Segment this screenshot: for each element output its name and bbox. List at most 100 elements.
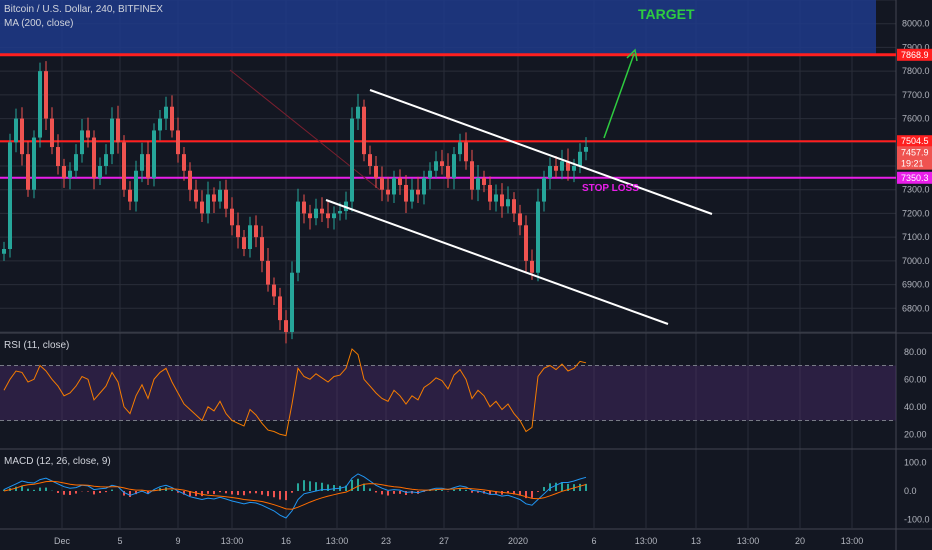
candle-body[interactable]	[446, 166, 450, 178]
candle-body[interactable]	[338, 211, 342, 214]
candle-body[interactable]	[14, 118, 18, 143]
candle-body[interactable]	[146, 154, 150, 178]
candle-body[interactable]	[554, 166, 558, 171]
candle-body[interactable]	[392, 177, 396, 195]
candle-body[interactable]	[500, 194, 504, 207]
candle-body[interactable]	[308, 213, 312, 219]
candle-body[interactable]	[512, 199, 516, 214]
candle-body[interactable]	[482, 177, 486, 185]
candle-body[interactable]	[38, 71, 42, 138]
candle-body[interactable]	[422, 177, 426, 195]
candle-body[interactable]	[314, 208, 318, 219]
candle-body[interactable]	[50, 118, 54, 148]
price-tag[interactable]	[897, 135, 932, 148]
candle-body[interactable]	[404, 184, 408, 202]
candle-body[interactable]	[134, 170, 138, 202]
candle-body[interactable]	[290, 272, 294, 332]
candle-body[interactable]	[326, 213, 330, 219]
candle-body[interactable]	[164, 106, 168, 119]
candle-body[interactable]	[26, 154, 30, 190]
candle-body[interactable]	[452, 154, 456, 178]
candle-body[interactable]	[356, 106, 360, 119]
macd-pane[interactable]	[3, 473, 587, 519]
rsi-pane[interactable]	[0, 348, 896, 437]
candle-body[interactable]	[572, 166, 576, 171]
candle-body[interactable]	[350, 118, 354, 202]
candle-body[interactable]	[578, 151, 582, 166]
candle-body[interactable]	[434, 161, 438, 171]
candle-body[interactable]	[284, 320, 288, 332]
candle-body[interactable]	[320, 208, 324, 214]
candle-body[interactable]	[110, 118, 114, 155]
candle-body[interactable]	[584, 147, 588, 152]
candle-body[interactable]	[506, 199, 510, 207]
candle-body[interactable]	[122, 142, 126, 190]
time-axis[interactable]: Dec 5 9 13:00 16 13:00 23 27 2020 6 13:00 13 13:00 20…	[54, 536, 863, 546]
candle-body[interactable]	[212, 194, 216, 202]
candle-body[interactable]	[254, 225, 258, 238]
candle-body[interactable]	[368, 154, 372, 166]
candle-body[interactable]	[560, 161, 564, 171]
candle-body[interactable]	[92, 137, 96, 178]
price-pane[interactable]: TARGET STOP LOSS	[0, 0, 896, 344]
macd-line[interactable]	[3, 473, 587, 519]
candle-body[interactable]	[74, 154, 78, 171]
candle-body[interactable]	[56, 147, 60, 166]
candle-body[interactable]	[158, 118, 162, 131]
candle-body[interactable]	[152, 130, 156, 178]
price-tag[interactable]	[897, 146, 932, 159]
candle-body[interactable]	[440, 161, 444, 166]
channel-upper-line[interactable]	[369, 89, 713, 215]
candle-body[interactable]	[536, 201, 540, 273]
candle-body[interactable]	[182, 154, 186, 171]
candle-body[interactable]	[206, 194, 210, 214]
candle-body[interactable]	[98, 166, 102, 178]
candle-body[interactable]	[542, 177, 546, 202]
candle-body[interactable]	[416, 189, 420, 195]
macd-indicator-title[interactable]: MACD (12, 26, close, 9)	[4, 456, 111, 467]
rsi-indicator-title[interactable]: RSI (11, close)	[4, 340, 70, 351]
candle-body[interactable]	[80, 130, 84, 155]
target-zone[interactable]	[0, 0, 876, 55]
candle-body[interactable]	[518, 213, 522, 226]
candle-body[interactable]	[104, 154, 108, 166]
candle-body[interactable]	[8, 142, 12, 249]
price-tag[interactable]	[897, 48, 932, 61]
candle-body[interactable]	[260, 237, 264, 261]
candle-body[interactable]	[20, 118, 24, 155]
candle-body[interactable]	[278, 296, 282, 321]
candle-body[interactable]	[230, 208, 234, 226]
candle-body[interactable]	[44, 71, 48, 119]
candle-body[interactable]	[494, 194, 498, 202]
candle-body[interactable]	[218, 189, 222, 202]
candle-body[interactable]	[68, 170, 72, 178]
candle-body[interactable]	[566, 161, 570, 171]
candle-body[interactable]	[470, 161, 474, 190]
candle-body[interactable]	[410, 189, 414, 202]
candle-body[interactable]	[398, 177, 402, 185]
rsi-line[interactable]	[3, 348, 587, 437]
candle-body[interactable]	[86, 130, 90, 138]
candle-body[interactable]	[32, 137, 36, 190]
candle-body[interactable]	[62, 166, 66, 178]
candle-body[interactable]	[458, 142, 462, 155]
price-axis[interactable]: 6800.06900.07000.07100.07200.07300.07400…	[897, 19, 932, 525]
candle-body[interactable]	[128, 189, 132, 202]
candle-body[interactable]	[2, 249, 6, 254]
candle-body[interactable]	[374, 166, 378, 178]
target-label[interactable]: TARGET	[638, 6, 695, 22]
price-tag[interactable]	[897, 171, 932, 184]
symbol-title[interactable]: Bitcoin / U.S. Dollar, 240, BITFINEX	[4, 4, 163, 15]
candle-body[interactable]	[464, 142, 468, 162]
candle-body[interactable]	[224, 189, 228, 209]
candle-body[interactable]	[548, 166, 552, 178]
candle-body[interactable]	[386, 189, 390, 195]
candle-body[interactable]	[200, 201, 204, 214]
candle-body[interactable]	[116, 118, 120, 143]
candle-body[interactable]	[296, 201, 300, 273]
candle-body[interactable]	[272, 284, 276, 297]
signal-line[interactable]	[3, 480, 587, 510]
candle-body[interactable]	[194, 189, 198, 202]
target-arrow[interactable]	[603, 53, 635, 139]
